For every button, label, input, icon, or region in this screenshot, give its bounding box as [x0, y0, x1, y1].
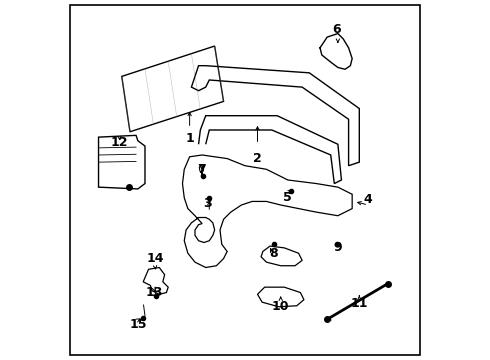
Text: 6: 6 — [332, 23, 341, 36]
Text: 15: 15 — [129, 318, 147, 331]
Text: 9: 9 — [334, 241, 342, 255]
Text: 11: 11 — [350, 297, 368, 310]
Text: 1: 1 — [185, 132, 194, 145]
Text: 8: 8 — [270, 247, 278, 260]
Text: 5: 5 — [284, 192, 292, 204]
Text: 13: 13 — [145, 286, 163, 299]
Text: 7: 7 — [197, 163, 206, 176]
Text: 4: 4 — [364, 193, 372, 206]
Text: 3: 3 — [203, 197, 212, 210]
Text: 14: 14 — [146, 252, 164, 265]
Text: 10: 10 — [272, 300, 290, 313]
Text: 12: 12 — [111, 136, 128, 149]
Text: 2: 2 — [253, 152, 262, 165]
